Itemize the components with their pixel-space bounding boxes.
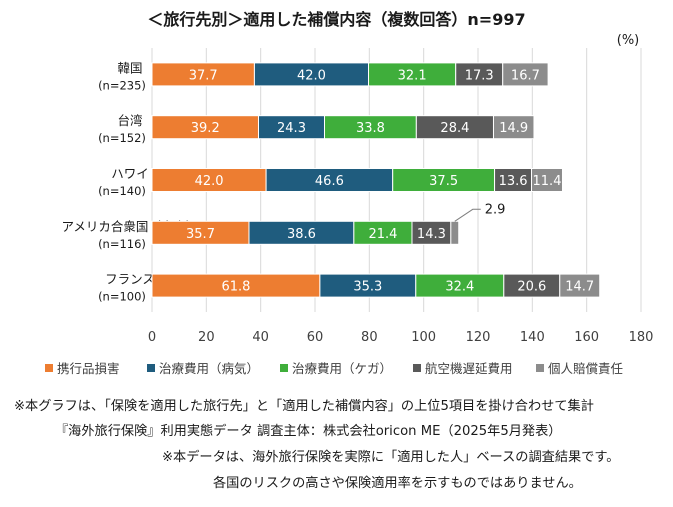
data-label: 28.4 bbox=[440, 121, 469, 136]
data-label: 21.4 bbox=[368, 227, 397, 242]
x-tick-label: 80 bbox=[361, 330, 378, 345]
callout-leader bbox=[454, 208, 481, 222]
data-label: 14.3 bbox=[417, 227, 446, 242]
data-label: 32.1 bbox=[398, 68, 427, 83]
legend-label: 個人賠償責任 bbox=[548, 361, 623, 376]
x-tick-label: 100 bbox=[411, 330, 436, 345]
category-label: ハワイ bbox=[111, 166, 149, 181]
x-tick-label: 0 bbox=[148, 330, 156, 345]
legend-label: 航空機遅延費用 bbox=[425, 361, 513, 376]
callout-label: 2.9 bbox=[485, 202, 506, 217]
x-tick-label: 160 bbox=[574, 330, 599, 345]
x-tick-label: 180 bbox=[629, 330, 654, 345]
data-label: 46.6 bbox=[315, 174, 344, 189]
chart-title: ＜旅行先別＞適用した補償内容（複数回答）n=997 bbox=[147, 10, 526, 29]
data-label: 35.7 bbox=[186, 227, 215, 242]
bar-segment bbox=[450, 220, 460, 245]
x-tick-label: 60 bbox=[307, 330, 324, 345]
legend-swatch bbox=[536, 364, 544, 372]
category-n-label: (n=235) bbox=[98, 78, 146, 92]
data-label: 38.6 bbox=[287, 227, 316, 242]
category-n-label: (n=140) bbox=[98, 184, 146, 198]
category-n-label: (n=152) bbox=[98, 131, 146, 145]
data-label: 14.7 bbox=[565, 280, 594, 295]
data-label: 24.3 bbox=[277, 121, 306, 136]
data-label: 16.7 bbox=[511, 68, 540, 83]
x-tick-label: 20 bbox=[198, 330, 215, 345]
data-label: 17.3 bbox=[465, 68, 494, 83]
note-disclaimer: 各国のリスクの高さや保険適用率を示すものではありません。 bbox=[213, 476, 582, 491]
data-label: 33.8 bbox=[356, 121, 385, 136]
legend-swatch bbox=[147, 364, 155, 372]
data-label: 42.0 bbox=[195, 174, 224, 189]
stacked-bar-chart: (%) 0 20 40 60 80 100 120 140 160 180 韓国 (n=235) 37.7… bbox=[45, 33, 654, 376]
note-source: 『海外旅行保険』利用実態データ 調査主体：株式会社oricon ME（2025年… bbox=[55, 424, 562, 439]
legend-swatch bbox=[280, 364, 288, 372]
legend-swatch bbox=[413, 364, 421, 372]
data-label: 39.2 bbox=[191, 121, 220, 136]
bar-segment bbox=[502, 62, 549, 87]
data-label: 37.7 bbox=[189, 68, 218, 83]
bar-segment bbox=[559, 273, 601, 298]
data-label: 32.4 bbox=[445, 280, 474, 295]
data-label: 42.0 bbox=[297, 68, 326, 83]
x-tick-label: 120 bbox=[466, 330, 491, 345]
legend-swatch bbox=[45, 364, 53, 372]
data-label: 37.5 bbox=[429, 174, 458, 189]
data-label: 35.3 bbox=[353, 280, 382, 295]
category-label: フランス bbox=[105, 272, 155, 287]
category-n-label: (n=100) bbox=[98, 290, 146, 304]
category-label: 韓国 bbox=[117, 60, 142, 75]
legend-label: 携行品損害 bbox=[57, 361, 120, 376]
bar-segment bbox=[531, 168, 563, 192]
data-label: 11.4 bbox=[533, 174, 562, 189]
data-label: 14.9 bbox=[499, 121, 528, 136]
bar-segment bbox=[492, 115, 535, 140]
x-tick-label: 140 bbox=[520, 330, 545, 345]
legend-label: 治療費用（病気） bbox=[159, 361, 259, 376]
legend-label: 治療費用（ケガ） bbox=[292, 361, 392, 376]
category-n-label: (n=116) bbox=[98, 237, 146, 251]
note-basis: ※本データは、海外旅行保険を実際に「適用した人」ベースの調査結果です。 bbox=[162, 450, 620, 465]
x-tick-label: 40 bbox=[252, 330, 269, 345]
data-label: 20.6 bbox=[517, 280, 546, 295]
data-label: 61.8 bbox=[221, 280, 250, 295]
category-label: 台湾 bbox=[117, 113, 142, 128]
note-aggregation: ※本グラフは、「保険を適用した旅行先」と「適用した補償内容」の上位5項目を掛け合… bbox=[14, 399, 594, 414]
unit-label: (%) bbox=[617, 33, 640, 48]
data-label: 13.6 bbox=[499, 174, 528, 189]
